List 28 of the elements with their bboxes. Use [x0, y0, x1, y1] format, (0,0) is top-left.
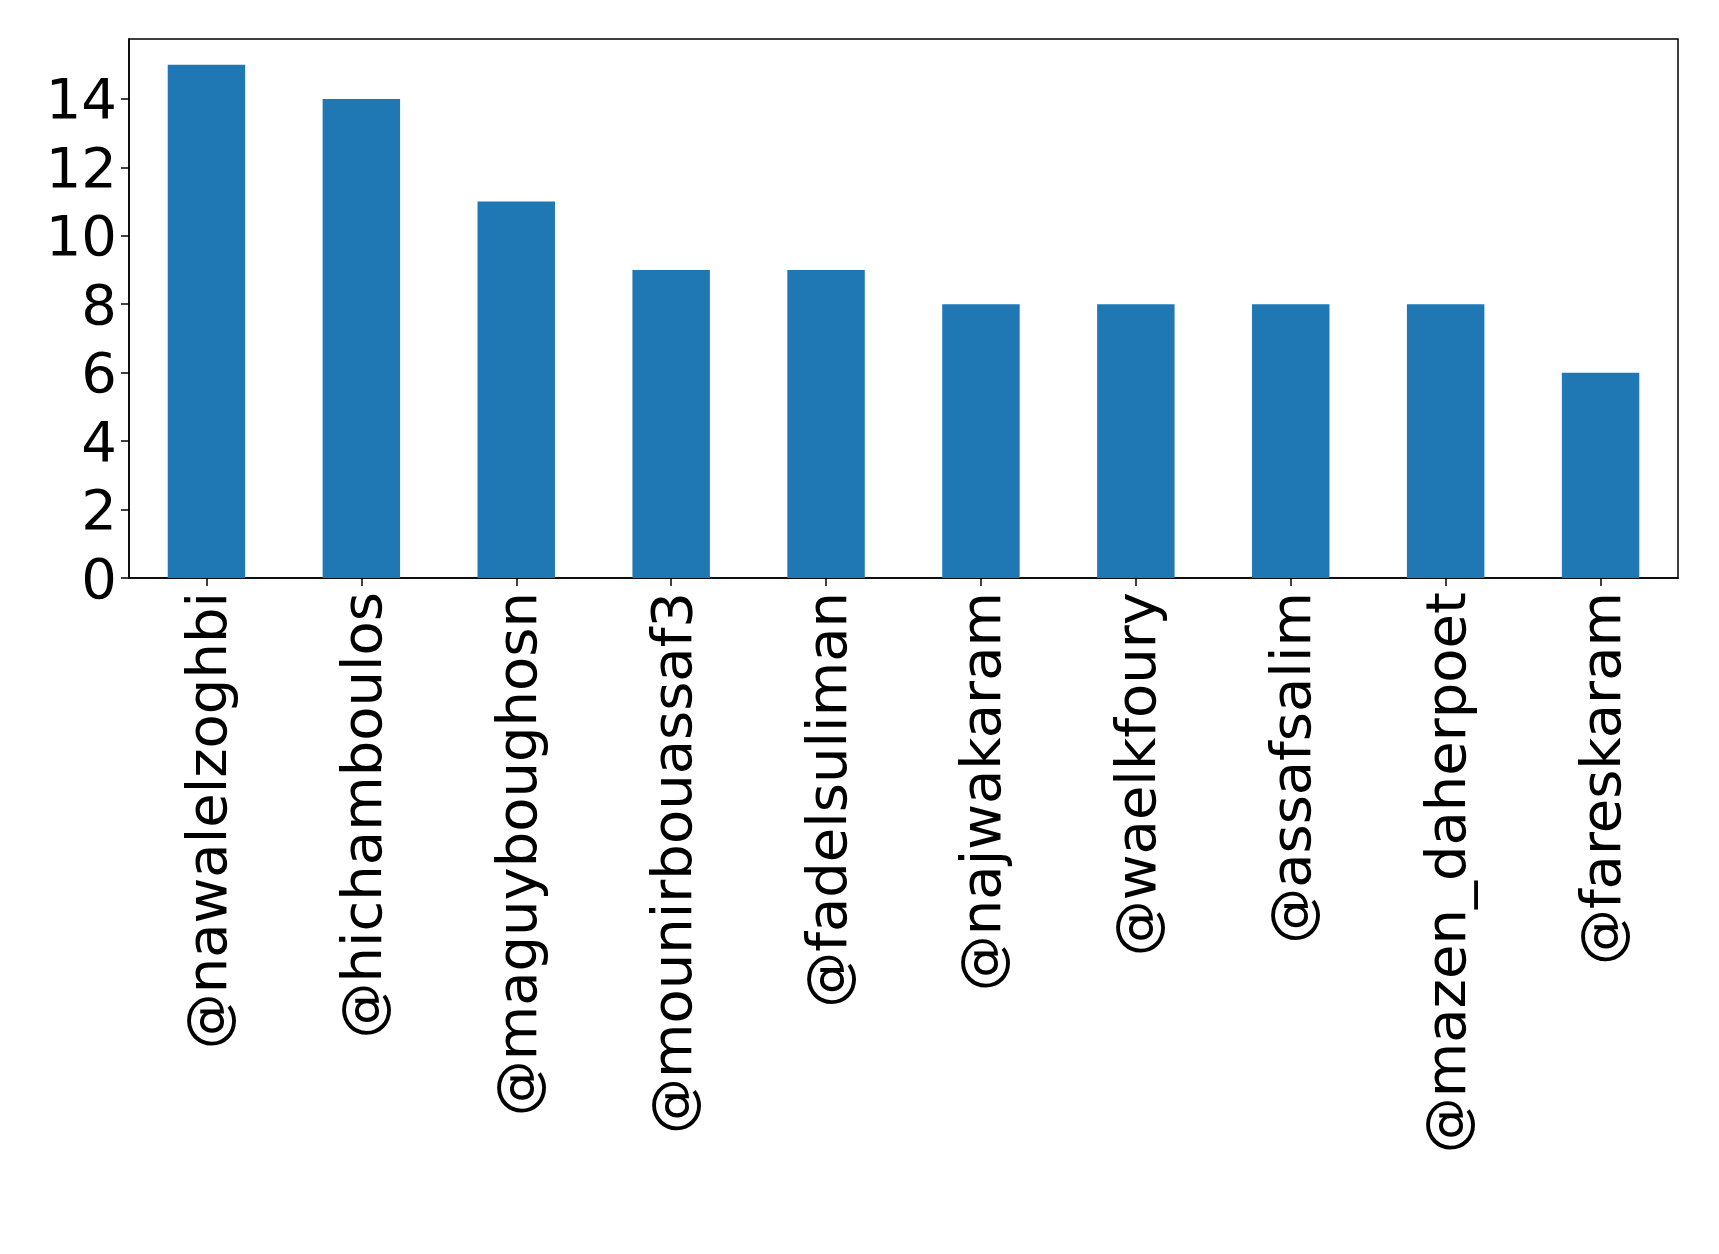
bar	[1561, 372, 1640, 578]
y-tick-label: 12	[45, 134, 117, 200]
x-tick-label: @fareskaram	[1568, 592, 1634, 966]
x-tick-label: @hichamboulos	[328, 592, 394, 1039]
bar	[322, 98, 401, 578]
bar	[1406, 304, 1485, 578]
y-tick-label: 0	[81, 545, 117, 611]
x-tick-label: @mazen_daherpoet	[1413, 592, 1479, 1154]
bar	[1097, 304, 1175, 578]
x-tick-label: @waelkfoury	[1103, 592, 1169, 957]
bar	[632, 270, 710, 578]
x-tick-label: @fadelsuliman	[793, 592, 859, 1008]
bar	[167, 64, 246, 578]
bar	[942, 304, 1020, 578]
bar	[787, 270, 865, 578]
bar	[1252, 304, 1330, 578]
bar	[477, 201, 555, 578]
x-tick-label: @nawalelzoghbi	[173, 592, 239, 1050]
y-tick-label: 8	[81, 271, 117, 337]
x-tick-label: @najwakaram	[948, 592, 1014, 992]
y-tick-label: 10	[45, 203, 117, 269]
y-tick-label: 2	[81, 477, 117, 543]
x-tick-label: @assafsalim	[1258, 592, 1324, 944]
y-tick-label: 6	[81, 340, 117, 406]
y-tick-label: 14	[45, 66, 117, 132]
y-tick-label: 4	[81, 408, 117, 474]
x-tick-label: @maguyboughosn	[483, 592, 549, 1117]
x-tick-label: @mounirbouassaf3	[638, 592, 704, 1135]
